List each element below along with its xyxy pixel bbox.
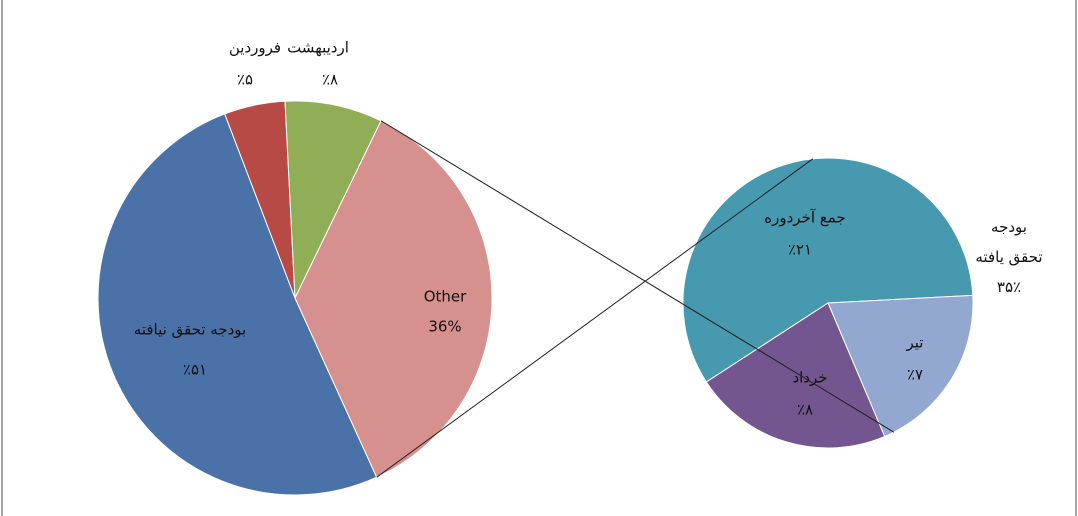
pie-slice	[97, 113, 378, 496]
value-label: ٪۲۱	[788, 241, 812, 259]
slice-label: بودجه تحقق نیافته	[134, 321, 246, 339]
pie-slice	[705, 302, 886, 449]
value-label: ٪۵	[237, 71, 253, 89]
annotation: بودجه تحقق یافته ٪۳۵	[975, 218, 1043, 296]
value-label: 36%	[428, 318, 461, 336]
slice-label: فروردین	[229, 39, 281, 57]
slice-label: خرداد	[792, 369, 827, 387]
connector-line	[376, 158, 814, 478]
slice-label: Other	[424, 288, 467, 306]
slice-label: جمع آخردوره	[764, 209, 845, 227]
slice-label: تیر	[906, 334, 924, 352]
value-label: ٪۸	[797, 401, 813, 419]
value-label: ٪۵۱	[183, 361, 207, 379]
pie-slice	[284, 100, 382, 299]
pie-slice	[682, 157, 974, 383]
value-label: ٪۸	[322, 71, 338, 89]
slice-label: اردیبهشت	[287, 39, 349, 57]
value-label: ٪۷	[907, 366, 923, 384]
pie-slice	[294, 120, 493, 478]
connector-line	[380, 120, 895, 433]
pie-slice	[827, 294, 974, 438]
